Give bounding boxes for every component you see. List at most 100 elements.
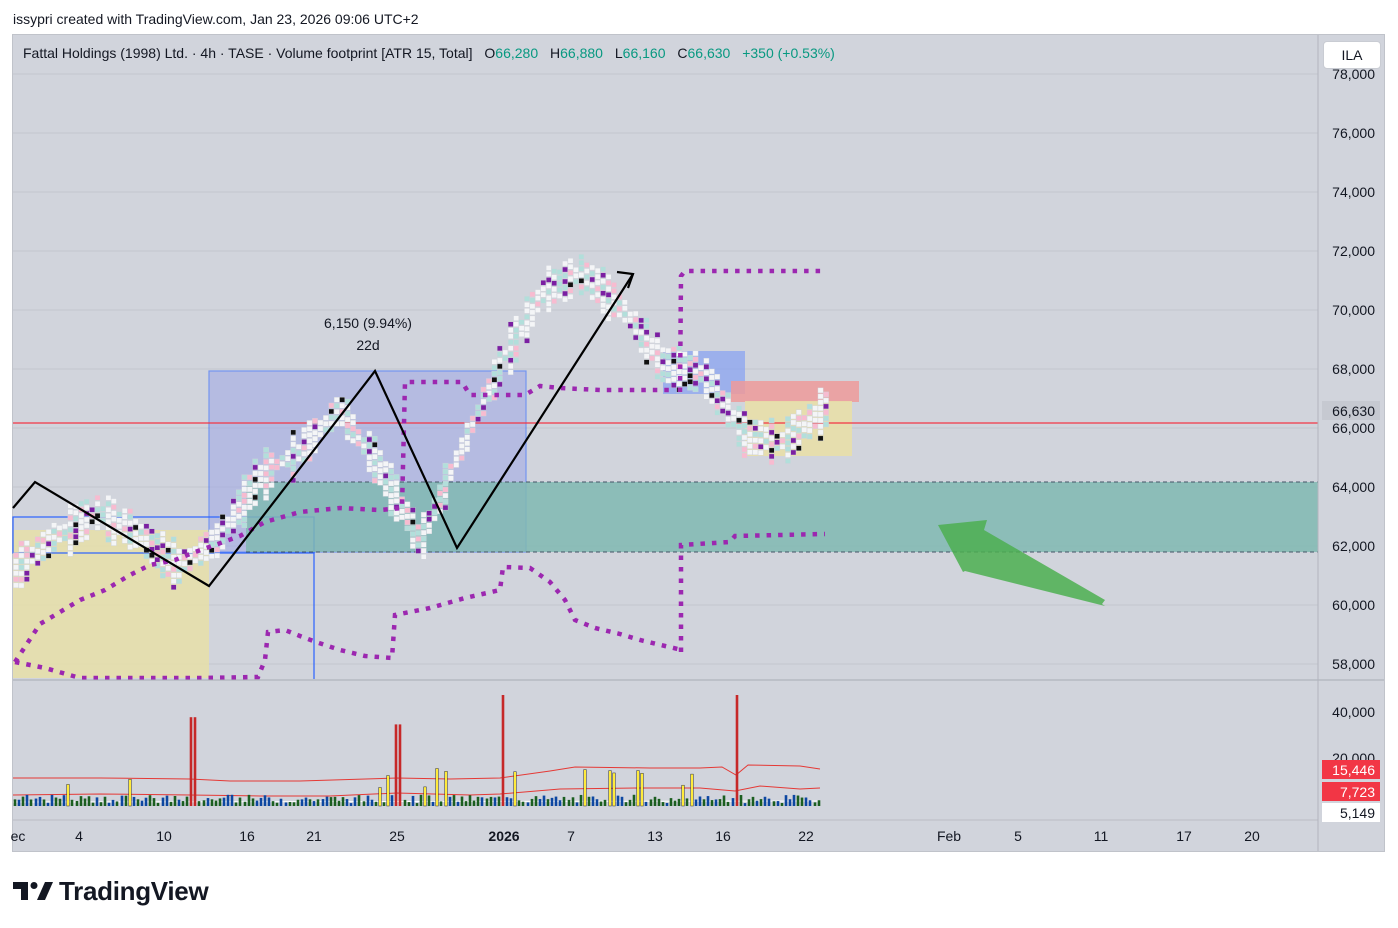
volume-bar bbox=[546, 799, 550, 806]
volume-bar bbox=[673, 800, 677, 806]
green-arrow-icon bbox=[938, 520, 1105, 606]
price-tick-label: 70,000 bbox=[1332, 302, 1375, 318]
footprint-candle bbox=[806, 403, 813, 440]
volume-bar bbox=[312, 801, 316, 806]
tradingview-logo-text: TradingView bbox=[59, 875, 209, 906]
zigzag-line bbox=[12, 273, 634, 588]
volume-bar bbox=[616, 795, 620, 806]
volume-bar bbox=[111, 799, 115, 806]
volume-bar bbox=[193, 717, 197, 806]
open-label: O bbox=[484, 45, 496, 61]
volume-bar bbox=[115, 801, 119, 806]
volume-bar bbox=[382, 802, 386, 806]
volume-bar bbox=[649, 799, 653, 806]
volume-bar bbox=[50, 794, 54, 806]
volume-bar bbox=[251, 798, 255, 806]
volume-bar bbox=[185, 796, 189, 806]
volume-bar bbox=[726, 801, 730, 806]
volume-bar bbox=[288, 802, 292, 806]
price-tick-label: 74,000 bbox=[1332, 184, 1375, 200]
volume-bar bbox=[628, 799, 632, 806]
volume-bar bbox=[472, 800, 476, 806]
footprint-candle bbox=[252, 458, 258, 507]
footprint-candle bbox=[790, 413, 797, 456]
volume-bar bbox=[21, 796, 25, 806]
volume-bar bbox=[587, 796, 591, 806]
volume-bar bbox=[415, 803, 419, 806]
footprint-candle bbox=[72, 504, 79, 546]
volume-bar bbox=[259, 797, 263, 806]
footprint-candle bbox=[779, 431, 786, 450]
volume-bar bbox=[448, 796, 452, 806]
footprint-candle bbox=[236, 489, 242, 525]
footprint-candle bbox=[594, 267, 601, 304]
footprint-candle bbox=[497, 345, 503, 388]
dotted-resistance bbox=[677, 268, 825, 393]
volume-bar bbox=[238, 797, 242, 806]
footprint-candle bbox=[187, 547, 193, 572]
footprint-candle bbox=[127, 508, 133, 550]
footprint-candle bbox=[377, 450, 384, 486]
volume-bar bbox=[706, 796, 710, 806]
price-tick-label: 72,000 bbox=[1332, 243, 1375, 259]
volume-badge bbox=[1322, 803, 1380, 822]
volume-bar bbox=[435, 768, 439, 807]
volume-bar bbox=[226, 794, 230, 806]
volume-bar bbox=[808, 800, 812, 806]
volume-bar bbox=[140, 800, 144, 806]
footprint-candle bbox=[643, 317, 650, 365]
footprint-candle bbox=[40, 531, 46, 562]
volume-bar bbox=[423, 786, 427, 807]
time-tick-label: 7 bbox=[567, 828, 575, 844]
footprint-candle bbox=[18, 540, 25, 589]
volume-bar bbox=[197, 801, 201, 806]
time-tick-label: ec bbox=[11, 828, 26, 844]
volume-bar bbox=[743, 803, 747, 806]
volume-bar bbox=[296, 799, 300, 806]
footprint-candle bbox=[105, 495, 112, 543]
footprint-candle bbox=[111, 498, 117, 546]
footprint-candle bbox=[757, 420, 764, 456]
time-tick-label: 4 bbox=[75, 828, 83, 844]
price-tick-label: 66,000 bbox=[1332, 420, 1375, 436]
volume-bar bbox=[161, 797, 165, 806]
footprint-candle bbox=[665, 347, 672, 384]
footprint-candle bbox=[448, 463, 454, 481]
footprint-candle bbox=[51, 522, 57, 552]
footprint-candle bbox=[475, 404, 481, 422]
volume-bar bbox=[95, 797, 99, 806]
volume-bar bbox=[640, 772, 644, 807]
volume-bar bbox=[690, 773, 694, 807]
volume-bar bbox=[144, 797, 148, 806]
time-tick-label: 17 bbox=[1176, 828, 1192, 844]
time-tick-label: 13 bbox=[647, 828, 663, 844]
measure-bars: 22d bbox=[356, 337, 379, 353]
volume-bar bbox=[620, 796, 624, 806]
footprint-candle bbox=[529, 291, 536, 328]
close-label: C bbox=[677, 45, 688, 61]
volume-bar bbox=[292, 802, 296, 806]
volume-bar bbox=[103, 796, 107, 806]
footprint-candle bbox=[257, 464, 264, 489]
volume-bar bbox=[349, 803, 353, 806]
volume-bar bbox=[669, 798, 673, 806]
currency-button[interactable]: ILA bbox=[1323, 41, 1381, 69]
volume-bar bbox=[780, 802, 784, 806]
volume-bar bbox=[661, 802, 665, 806]
footprint-candle bbox=[573, 267, 579, 285]
high-value: 66,880 bbox=[560, 45, 603, 61]
footprint-candle bbox=[426, 510, 432, 534]
volume-bar bbox=[702, 799, 706, 806]
footprint-candle bbox=[491, 359, 498, 401]
volume-bar bbox=[521, 801, 525, 806]
footprint-candle bbox=[458, 437, 465, 461]
footprint-candle bbox=[464, 422, 471, 452]
volume-bar bbox=[136, 799, 140, 806]
chart-legend: Fattal Holdings (1998) Ltd. · 4h · TASE … bbox=[23, 45, 835, 61]
volume-bar bbox=[813, 802, 817, 806]
footprint-candle bbox=[279, 455, 286, 467]
high-label: H bbox=[550, 45, 561, 61]
volume-bar bbox=[427, 795, 431, 806]
